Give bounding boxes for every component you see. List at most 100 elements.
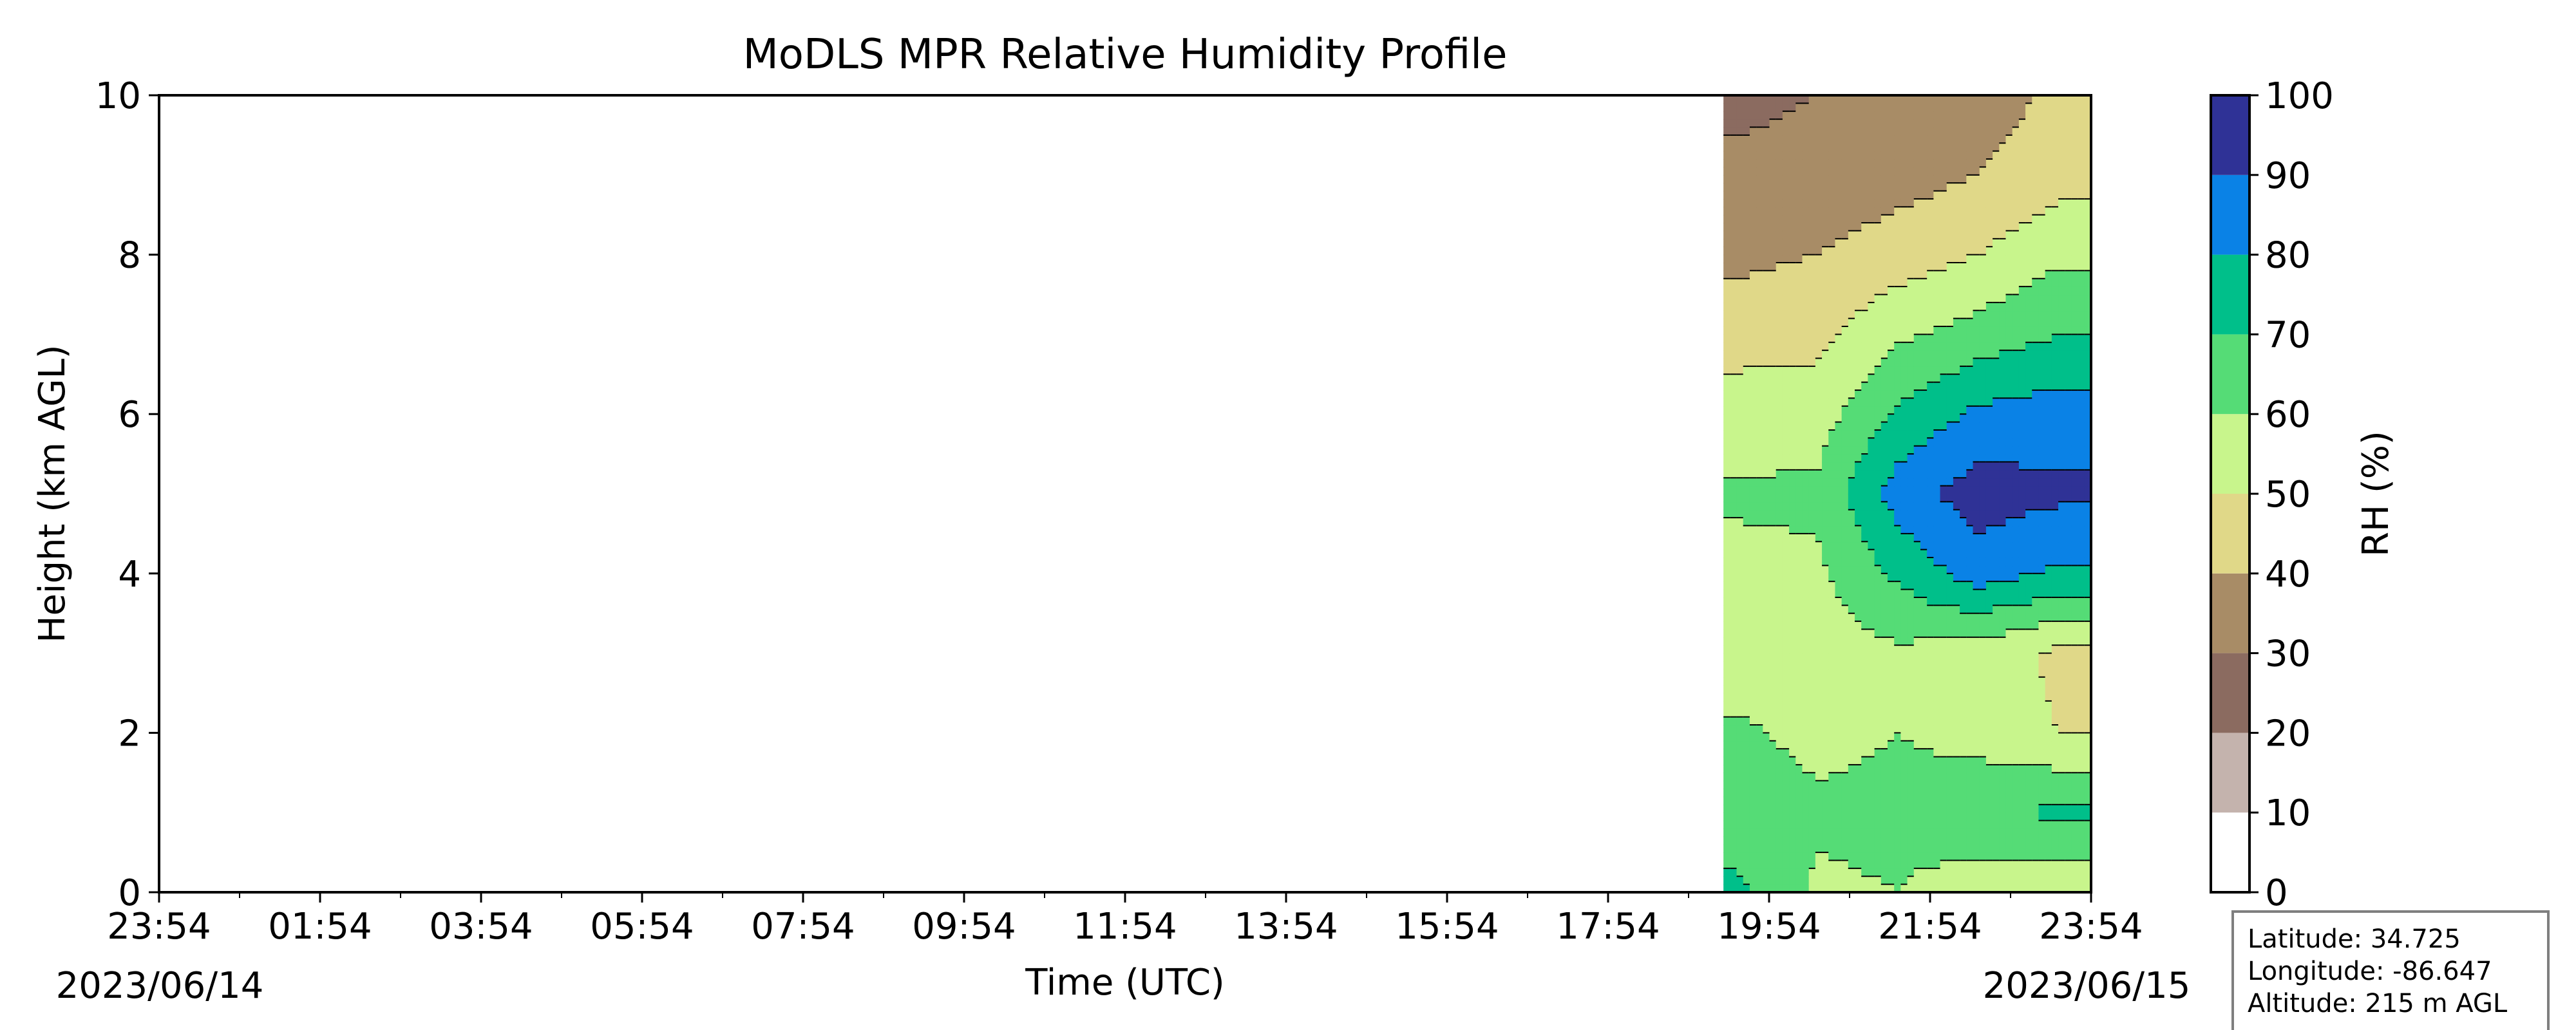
rh-cell xyxy=(1966,637,1974,646)
rh-cell xyxy=(1776,613,1783,622)
rh-cell xyxy=(1880,438,1888,447)
rh-cell xyxy=(1743,518,1750,527)
rh-cell xyxy=(1900,191,1908,200)
rh-cell xyxy=(1894,700,1902,710)
rh-cell xyxy=(1769,494,1777,503)
rh-cell xyxy=(1828,549,1836,558)
rh-cell xyxy=(1900,494,1908,503)
rh-cell xyxy=(1999,143,2007,152)
rh-cell xyxy=(1913,581,1921,590)
rh-cell xyxy=(1795,350,1803,359)
rh-cell xyxy=(1953,478,1960,487)
rh-cell xyxy=(1880,613,1888,622)
rh-cell xyxy=(1966,501,1974,510)
rh-cell xyxy=(1822,764,1830,774)
rh-cell xyxy=(1927,725,1935,734)
rh-cell xyxy=(1841,764,1849,774)
rh-cell xyxy=(1979,350,1987,359)
rh-cell xyxy=(2005,214,2013,223)
rh-cell xyxy=(1880,374,1888,383)
rh-cell xyxy=(1979,660,1987,670)
rh-cell xyxy=(2012,669,2020,678)
rh-cell xyxy=(1736,836,1744,845)
rh-cell xyxy=(1730,494,1738,503)
rh-cell xyxy=(1966,214,1974,223)
rh-cell xyxy=(2018,693,2026,702)
rh-cell xyxy=(1933,398,1941,407)
rh-cell xyxy=(1841,509,1849,518)
rh-cell xyxy=(1888,693,1895,702)
rh-cell xyxy=(1782,541,1790,550)
rh-cell xyxy=(2038,613,2046,622)
rh-cell xyxy=(1913,247,1921,256)
rh-cell xyxy=(1789,677,1797,686)
rh-cell xyxy=(1953,143,1960,152)
rh-cell xyxy=(1993,518,2000,527)
rh-cell xyxy=(1730,589,1738,598)
rh-cell xyxy=(1933,422,1941,431)
rh-cell xyxy=(1933,541,1941,550)
rh-cell xyxy=(1861,629,1869,638)
rh-cell xyxy=(1874,111,1882,120)
rh-cell xyxy=(1776,621,1783,630)
rh-cell xyxy=(1868,223,1875,232)
rh-cell xyxy=(1815,398,1823,407)
rh-cell xyxy=(1966,254,1974,263)
rh-cell xyxy=(1736,860,1744,869)
rh-cell xyxy=(1723,876,1731,885)
rh-cell xyxy=(1848,247,1855,256)
rh-cell xyxy=(1868,214,1875,223)
rh-cell xyxy=(1795,214,1803,223)
rh-cell xyxy=(1927,589,1935,598)
rh-cell xyxy=(1822,390,1830,399)
rh-cell xyxy=(1973,111,1980,120)
rh-cell xyxy=(1789,796,1797,805)
rh-cell xyxy=(1907,469,1915,479)
rh-cell xyxy=(1880,167,1888,176)
rh-cell xyxy=(1966,438,1974,447)
rh-cell xyxy=(1933,677,1941,686)
rh-cell xyxy=(1736,844,1744,853)
rh-cell xyxy=(1763,494,1770,503)
rh-cell xyxy=(1953,406,1960,415)
rh-cell xyxy=(1848,111,1855,120)
rh-cell xyxy=(1841,198,1849,208)
rh-cell xyxy=(1756,836,1764,845)
rh-cell xyxy=(1828,318,1836,327)
rh-cell xyxy=(2045,637,2052,646)
rh-cell xyxy=(1835,836,1842,845)
rh-cell xyxy=(1808,342,1816,351)
rh-cell xyxy=(1913,812,1921,821)
rh-cell xyxy=(1835,709,1842,718)
rh-cell xyxy=(1927,733,1935,742)
rh-cell xyxy=(1723,462,1731,471)
rh-cell xyxy=(1874,733,1882,742)
rh-cell xyxy=(1894,469,1902,479)
rh-cell xyxy=(1835,214,1842,223)
rh-cell xyxy=(1822,429,1830,439)
rh-cell xyxy=(1993,167,2000,176)
rh-cell xyxy=(1993,740,2000,749)
rh-cell xyxy=(1880,159,1888,168)
rh-cell xyxy=(1880,302,1888,312)
rh-cell xyxy=(1888,318,1895,327)
rh-cell xyxy=(1822,198,1830,208)
rh-cell xyxy=(1769,828,1777,838)
rh-cell xyxy=(1795,629,1803,638)
rh-cell xyxy=(2012,677,2020,686)
rh-cell xyxy=(1966,278,1974,287)
rh-cell xyxy=(1874,95,1882,104)
rh-cell xyxy=(2045,740,2052,749)
rh-cell xyxy=(1855,382,1862,391)
rh-cell xyxy=(1795,103,1803,112)
rh-cell xyxy=(1999,270,2007,279)
rh-cell xyxy=(1973,581,1980,590)
rh-cell xyxy=(1802,613,1810,622)
rh-cell xyxy=(1920,485,1927,494)
rh-cell xyxy=(1985,844,1993,853)
rh-cell xyxy=(1808,844,1816,853)
rh-cell xyxy=(1880,485,1888,494)
rh-cell xyxy=(1888,764,1895,774)
rh-cell xyxy=(2032,454,2040,463)
rh-cell xyxy=(1953,605,1960,614)
